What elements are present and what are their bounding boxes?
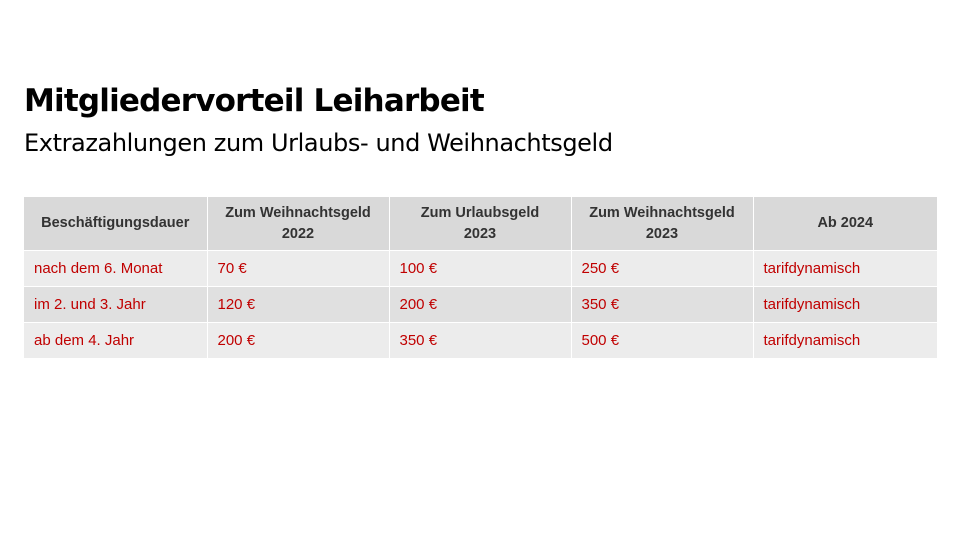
cell-amount: 500 € (571, 322, 754, 358)
cell-amount: 100 € (389, 250, 572, 287)
header-year: 2023 (645, 225, 679, 242)
table-header-row: Beschäftigungsdauer Zum Weihnachtsgeld 2… (24, 197, 937, 251)
cell-amount: tarifdynamisch (753, 322, 937, 358)
cell-duration: im 2. und 3. Jahr (24, 286, 208, 323)
header-label: Zum Weihnachtsgeld (225, 204, 371, 221)
header-year: 2023 (463, 225, 497, 242)
table-row: nach dem 6. Monat 70 € 100 € 250 € tarif… (24, 250, 937, 287)
slide-title: Mitgliedervorteil Leiharbeit (24, 83, 485, 119)
header-employment-duration: Beschäftigungsdauer (24, 197, 208, 251)
cell-amount: tarifdynamisch (753, 250, 937, 287)
cell-amount: 350 € (389, 322, 572, 358)
benefits-table: Beschäftigungsdauer Zum Weihnachtsgeld 2… (24, 197, 937, 358)
cell-amount: 250 € (571, 250, 754, 287)
header-label: Ab 2024 (817, 215, 874, 231)
table-row: ab dem 4. Jahr 200 € 350 € 500 € tarifdy… (24, 322, 937, 358)
table-row: im 2. und 3. Jahr 120 € 200 € 350 € tari… (24, 286, 937, 323)
cell-duration: ab dem 4. Jahr (24, 322, 208, 358)
header-year: 2022 (281, 225, 315, 242)
header-label: Beschäftigungsdauer (41, 215, 190, 231)
header-holiday-bonus-2023: Zum Urlaubsgeld 2023 (389, 197, 572, 251)
header-from-2024: Ab 2024 (753, 197, 937, 251)
cell-amount: 350 € (571, 286, 754, 323)
cell-duration: nach dem 6. Monat (24, 250, 208, 287)
cell-amount: 200 € (207, 322, 390, 358)
header-label: Zum Weihnachtsgeld (589, 204, 735, 221)
cell-amount: 120 € (207, 286, 390, 323)
slide-subtitle: Extrazahlungen zum Urlaubs- und Weihnach… (24, 129, 613, 157)
cell-amount: 70 € (207, 250, 390, 287)
header-label: Zum Urlaubsgeld (420, 204, 540, 221)
header-christmas-bonus-2023: Zum Weihnachtsgeld 2023 (571, 197, 754, 251)
header-christmas-bonus-2022: Zum Weihnachtsgeld 2022 (207, 197, 390, 251)
cell-amount: 200 € (389, 286, 572, 323)
cell-amount: tarifdynamisch (753, 286, 937, 323)
